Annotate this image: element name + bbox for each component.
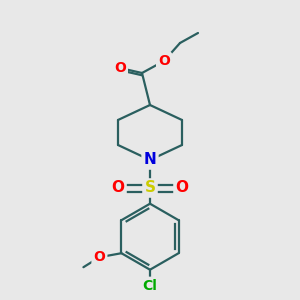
Text: O: O: [176, 181, 188, 196]
Text: O: O: [114, 61, 126, 75]
Text: S: S: [145, 181, 155, 196]
Text: N: N: [144, 152, 156, 167]
Text: Cl: Cl: [142, 279, 158, 293]
Text: O: O: [158, 54, 170, 68]
Text: O: O: [94, 250, 105, 264]
Text: O: O: [112, 181, 124, 196]
